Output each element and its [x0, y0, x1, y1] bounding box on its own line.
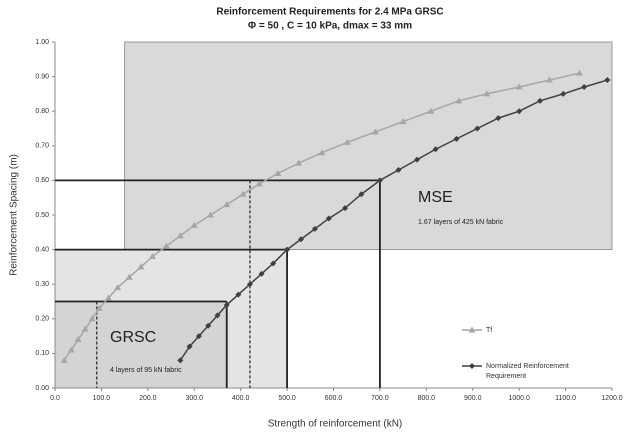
data-point	[376, 177, 383, 184]
data-point	[206, 211, 214, 218]
data-point	[258, 270, 265, 277]
annotation: 4 layers of 95 kN fabric	[110, 367, 182, 374]
y-axis-title: Reinforcement Spacing (m)	[9, 154, 20, 276]
data-point	[399, 118, 407, 125]
legend-label: Tf	[486, 327, 492, 334]
y-tick-label: 0.40	[35, 246, 49, 253]
data-point	[432, 146, 439, 153]
legend-marker	[468, 326, 476, 333]
data-point	[453, 135, 460, 142]
data-point	[318, 149, 326, 156]
data-point	[177, 357, 184, 364]
data-point	[516, 108, 523, 115]
data-point	[395, 167, 402, 174]
data-point	[483, 90, 491, 97]
x-tick-label: 300.0	[185, 395, 203, 402]
data-point	[195, 333, 202, 340]
chart-title: Reinforcement Requirements for 2.4 MPa G…	[216, 7, 443, 18]
series-line	[179, 79, 608, 361]
y-tick-label: 0.50	[35, 212, 49, 219]
data-point	[576, 69, 584, 76]
data-point	[95, 304, 103, 311]
y-tick-label: 0.60	[35, 177, 49, 184]
data-point	[343, 138, 351, 145]
data-point	[325, 215, 332, 222]
y-tick-label: 0.90	[35, 73, 49, 80]
data-point	[274, 169, 282, 176]
legend-marker	[469, 363, 475, 369]
data-point	[104, 294, 112, 301]
data-point	[581, 83, 588, 90]
data-point	[223, 201, 231, 208]
data-point	[88, 315, 96, 322]
x-tick-label: 200.0	[139, 395, 157, 402]
x-axis-title: Strength of reinforcement (kN)	[268, 419, 403, 430]
y-tick-label: 0.00	[35, 385, 49, 392]
x-tick-label: 700.0	[371, 395, 389, 402]
data-point	[190, 221, 198, 228]
legend-label: Normalized Reinforcement Requirement	[486, 363, 569, 380]
data-point	[214, 312, 221, 319]
data-point	[246, 281, 253, 288]
y-tick-label: 0.80	[35, 108, 49, 115]
data-point	[223, 301, 230, 308]
x-tick-label: 1200.0	[601, 395, 623, 402]
data-point	[427, 107, 435, 114]
data-point	[604, 77, 611, 84]
data-point	[342, 205, 349, 212]
data-point	[239, 190, 247, 197]
y-tick-label: 0.70	[35, 143, 49, 150]
x-tick-label: 500.0	[278, 395, 296, 402]
data-point	[545, 76, 553, 83]
data-point	[298, 236, 305, 243]
data-point	[74, 336, 82, 343]
annotation: MSE	[418, 189, 453, 206]
data-point	[537, 97, 544, 104]
annotation: 1.67 layers of 425 kN fabric	[418, 219, 504, 226]
x-tick-label: 800.0	[418, 395, 436, 402]
data-point	[148, 253, 156, 260]
data-point	[186, 343, 193, 350]
data-point	[255, 180, 263, 187]
x-tick-label: 1000.0	[508, 395, 530, 402]
y-tick-label: 0.20	[35, 316, 49, 323]
x-tick-label: 0.0	[50, 395, 60, 402]
data-point	[235, 291, 242, 298]
y-tick-label: 0.30	[35, 281, 49, 288]
data-point	[414, 156, 421, 163]
x-tick-label: 400.0	[232, 395, 250, 402]
data-point	[371, 128, 379, 135]
annotation: GRSC	[110, 329, 156, 346]
y-tick-label: 0.10	[35, 350, 49, 357]
data-point	[474, 125, 481, 132]
data-point	[60, 356, 68, 363]
data-point	[284, 246, 291, 253]
x-tick-label: 900.0	[464, 395, 482, 402]
data-point	[560, 90, 567, 97]
data-point	[295, 159, 303, 166]
x-tick-label: 1100.0	[555, 395, 576, 402]
y-tick-label: 1.00	[35, 39, 49, 46]
data-point	[495, 115, 502, 122]
data-point	[114, 284, 122, 291]
data-point	[515, 83, 523, 90]
data-point	[358, 191, 365, 198]
data-point	[176, 232, 184, 239]
chart-subtitle: Φ = 50 , C = 10 kPa, dmax = 33 mm	[248, 21, 412, 32]
x-tick-label: 600.0	[325, 395, 343, 402]
shaded-region	[54, 301, 228, 389]
data-point	[125, 273, 133, 280]
data-point	[455, 97, 463, 104]
data-point	[162, 242, 170, 249]
data-point	[311, 225, 318, 232]
x-tick-label: 100.0	[93, 395, 111, 402]
shaded-region	[124, 41, 613, 251]
data-point	[205, 322, 212, 329]
data-point	[137, 263, 145, 270]
data-point	[270, 260, 277, 267]
data-point	[81, 325, 89, 332]
data-point	[67, 346, 75, 353]
